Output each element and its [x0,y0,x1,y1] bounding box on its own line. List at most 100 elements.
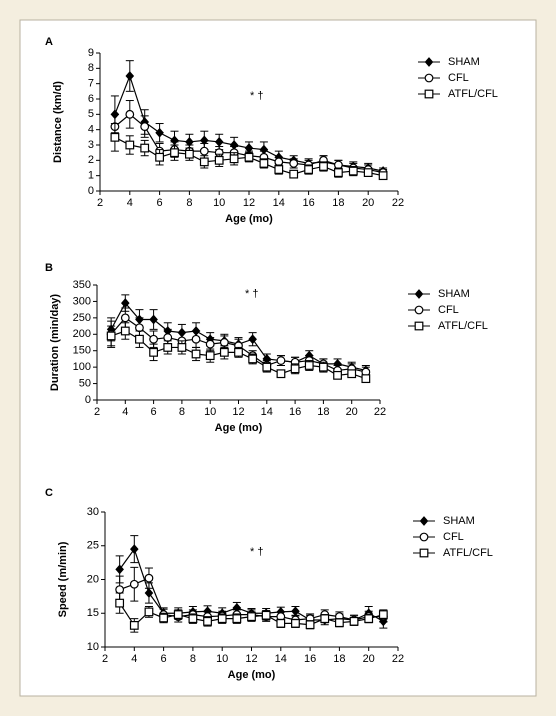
y-tick-label: 10 [87,641,99,653]
legend-label: ATFL/CFL [448,88,498,100]
data-point [334,168,343,178]
y-tick-label: 3 [88,139,94,151]
y-tick-label: 0 [85,394,91,406]
y-tick-label: 150 [73,345,91,357]
x-tick-label: 6 [161,653,167,665]
data-point [144,573,154,583]
y-tick-label: 1 [88,170,94,182]
x-tick-label: 14 [275,653,287,665]
x-tick-label: 14 [273,197,285,209]
x-axis-label: Age (mo) [228,669,276,681]
x-tick-label: 20 [362,197,374,209]
y-tick-label: 25 [87,540,99,552]
data-point [244,152,254,162]
y-tick-label: 2 [88,154,94,166]
x-tick-label: 18 [332,197,344,209]
data-point [304,361,314,370]
data-point [144,588,154,598]
data-point [259,159,269,168]
x-tick-label: 8 [190,653,196,665]
legend-marker [424,73,434,83]
legend-marker [424,57,434,67]
legend-label: SHAM [438,288,470,300]
data-point [304,165,313,174]
x-tick-label: 12 [245,653,257,665]
legend-label: SHAM [443,515,475,527]
x-tick-label: 4 [127,197,133,209]
y-tick-label: 30 [87,506,99,518]
x-tick-label: 10 [204,406,216,418]
x-tick-label: 2 [97,197,103,209]
x-tick-label: 8 [186,197,192,209]
panel-label: B [45,262,53,274]
data-point [378,610,388,619]
data-point [135,323,144,333]
data-point [229,154,239,164]
data-point [135,334,144,344]
x-tick-label: 22 [392,653,404,665]
data-point [291,618,300,628]
y-tick-label: 7 [88,78,94,90]
x-tick-label: 14 [261,406,273,418]
data-point [177,343,187,352]
data-point [120,326,130,336]
data-point [289,169,299,179]
y-tick-label: 200 [73,328,91,340]
data-point [110,132,120,142]
y-tick-label: 300 [73,295,91,307]
legend-label: CFL [438,304,459,316]
x-tick-label: 20 [346,406,358,418]
legend-marker [414,305,424,315]
legend-marker [424,89,434,99]
x-tick-label: 2 [102,653,108,665]
data-point [319,162,328,171]
data-point [214,155,224,165]
data-point [125,140,135,150]
data-point [121,298,130,308]
legend-marker [419,532,429,542]
y-tick-label: 0 [88,185,94,197]
y-axis-label: Duration (min/day) [49,294,61,392]
data-point [115,564,124,575]
annotation: * † [245,288,258,300]
data-point [261,610,271,620]
data-point [130,544,139,555]
x-tick-label: 18 [317,406,329,418]
data-point [188,614,198,624]
x-tick-label: 4 [122,406,128,418]
y-tick-label: 8 [88,62,94,74]
data-point [248,354,258,364]
legend-marker [419,548,429,558]
x-tick-label: 16 [289,406,301,418]
data-point [155,127,164,138]
data-point [173,610,183,619]
data-point [276,369,286,379]
data-point [129,579,139,589]
x-tick-label: 4 [131,653,137,665]
legend-marker [414,321,424,331]
data-point [199,157,209,167]
data-point [276,618,286,628]
legend-marker [414,289,424,299]
data-point [149,347,159,357]
data-point [361,374,371,384]
data-point [335,618,344,628]
x-tick-label: 16 [304,653,316,665]
data-point [140,143,150,153]
data-point [199,146,209,156]
data-point [163,333,173,342]
x-tick-label: 2 [94,406,100,418]
data-point [155,152,165,162]
data-point [140,122,150,131]
data-point [129,620,139,630]
data-point [319,362,328,372]
legend-label: CFL [448,72,469,84]
data-point [163,343,173,352]
legend-marker [419,516,429,526]
y-tick-label: 15 [87,607,99,619]
x-axis-label: Age (mo) [225,213,273,225]
x-tick-label: 10 [213,197,225,209]
y-tick-label: 20 [87,573,99,585]
data-point [320,614,330,624]
data-point [333,370,342,380]
